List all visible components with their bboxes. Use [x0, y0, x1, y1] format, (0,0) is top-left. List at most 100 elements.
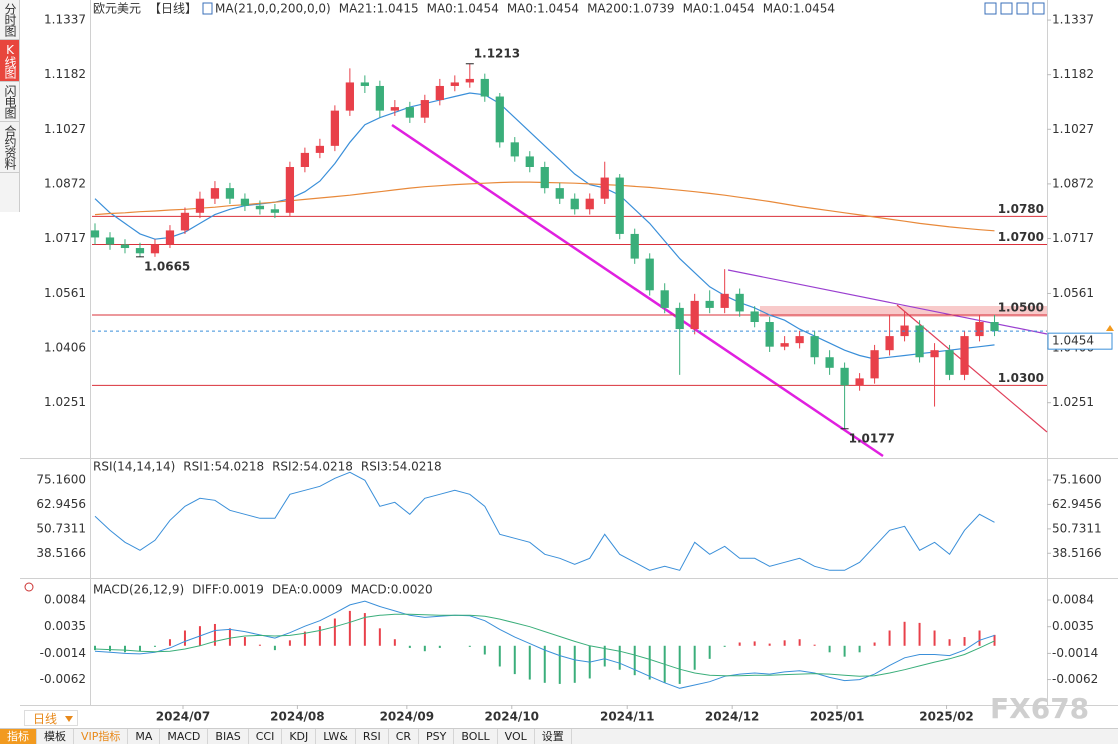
candle-body: [675, 307, 684, 330]
toolbar-item[interactable]: RSI: [356, 729, 389, 744]
toolbar-item[interactable]: VIP指标: [74, 729, 129, 744]
toolbar-item[interactable]: BIAS: [208, 729, 249, 744]
icon[interactable]: [984, 2, 997, 15]
y-tick-label: 62.9456: [36, 497, 86, 511]
toolbar-item[interactable]: KDJ: [282, 729, 317, 744]
toolbar-item[interactable]: MACD: [160, 729, 209, 744]
candle-body: [570, 198, 579, 210]
x-tick-label: 2025/02: [919, 710, 973, 724]
candle-body: [825, 357, 834, 368]
y-tick-label-right: 0.0084: [1052, 592, 1094, 606]
indicator-toolbar: 指标 模板 VIP指标 MA MACD BIAS CCI KDJ LW& RSI CR PSY BOLL…: [0, 728, 1118, 744]
legend-item: RSI(14,14,14): [93, 460, 175, 474]
candle-body: [165, 230, 175, 245]
candle-body: [945, 350, 954, 375]
toolbar-icons[interactable]: [984, 2, 1045, 15]
y-tick-label: 1.0251: [44, 395, 86, 409]
legend-item: DEA:0.0009: [272, 583, 343, 597]
candle-body: [420, 100, 429, 118]
current-price-label: 1.0454: [1052, 334, 1094, 348]
candle-body: [555, 188, 564, 199]
dropdown-arrow[interactable]: [65, 716, 73, 722]
y-tick-label-right: 1.0561: [1052, 286, 1094, 300]
x-tick-label: 2024/09: [380, 710, 434, 724]
extreme-label: 1.0665: [144, 259, 190, 273]
toolbar-item[interactable]: LW&: [316, 729, 356, 744]
candle-body: [135, 248, 145, 254]
candle-body: [225, 188, 235, 199]
toolbar-item[interactable]: 指标: [0, 729, 37, 744]
y-tick-label: 75.1600: [36, 473, 86, 487]
y-tick-label: 38.5166: [36, 546, 86, 560]
candle-body: [660, 290, 669, 308]
candle-body: [615, 177, 624, 234]
legend-item: MA0:1.0454: [683, 2, 755, 16]
legend-item: MA0:1.0454: [427, 2, 499, 16]
y-tick-label: -0.0014: [40, 646, 86, 660]
candle-body: [930, 350, 939, 358]
candle-body: [840, 367, 849, 386]
side-tab[interactable]: 合约资料: [0, 122, 19, 173]
candle-body: [585, 198, 594, 210]
y-tick-label: 1.1337: [44, 13, 86, 27]
level-label: 1.0500: [998, 300, 1044, 314]
legend-item: RSI1:54.0218: [183, 460, 264, 474]
x-tick-label: 2024/12: [705, 710, 759, 724]
toolbar-item[interactable]: MA: [128, 729, 161, 744]
settings-icon[interactable]: [24, 582, 34, 592]
price-arrow: [1106, 325, 1114, 331]
level-label: 1.0300: [998, 371, 1044, 385]
candle-body: [540, 166, 549, 189]
y-tick-label-right: 1.1027: [1052, 122, 1094, 136]
candle-body: [90, 230, 100, 238]
y-tick-label-right: -0.0014: [1052, 646, 1098, 660]
legend-item: RSI3:54.0218: [361, 460, 442, 474]
candle-body: [240, 198, 250, 206]
legend-item: MA0:1.0454: [763, 2, 835, 16]
toolbar-item[interactable]: 设置: [535, 729, 572, 744]
toolbar-item[interactable]: 模板: [37, 729, 74, 744]
icon[interactable]: [1032, 2, 1045, 15]
y-tick-label-right: 50.7311: [1052, 521, 1102, 535]
candle-body: [690, 300, 699, 330]
toolbar-item[interactable]: BOLL: [454, 729, 498, 744]
toolbar-item[interactable]: CR: [389, 729, 420, 744]
icon[interactable]: [1016, 2, 1029, 15]
candle-body: [810, 336, 819, 358]
candle-body: [750, 311, 759, 323]
side-tab[interactable]: K线图: [0, 40, 19, 82]
y-tick-label-right: -0.0062: [1052, 672, 1098, 686]
side-tab[interactable]: 分时图: [0, 0, 19, 40]
candle-body: [120, 244, 130, 249]
candle-body: [480, 78, 489, 97]
candle-body: [960, 336, 969, 375]
extreme-label: 1.1213: [474, 46, 520, 60]
y-tick-label-right: 75.1600: [1052, 473, 1102, 487]
legend-item: MA(21,0,0,200,0,0): [215, 2, 331, 16]
y-tick-label-right: 1.1337: [1052, 13, 1094, 27]
period-selector[interactable]: 日线: [24, 710, 78, 726]
candle-body: [795, 336, 804, 344]
icon[interactable]: [1000, 2, 1013, 15]
toolbar-item[interactable]: VOL: [498, 729, 535, 744]
period-label[interactable]: 日线: [33, 712, 58, 726]
candle-body: [885, 336, 894, 351]
side-tab[interactable]: 闪电图: [0, 82, 19, 122]
toolbar-item[interactable]: PSY: [419, 729, 455, 744]
y-tick-label-right: 62.9456: [1052, 497, 1102, 511]
candle-body: [465, 78, 474, 83]
candle-body: [525, 156, 534, 167]
resistance-zone: [760, 306, 1047, 317]
level-label: 1.0780: [998, 202, 1044, 216]
candle-body: [435, 85, 444, 101]
toolbar-item[interactable]: CCI: [249, 729, 283, 744]
y-tick-label: 0.0084: [44, 592, 86, 606]
candle-body: [870, 350, 879, 379]
indicator-icon: [202, 2, 213, 15]
candle-body: [765, 322, 774, 347]
y-tick-label: 1.1027: [44, 122, 86, 136]
level-label: 1.0700: [998, 230, 1044, 244]
candle-body: [345, 82, 354, 111]
candle-body: [855, 378, 864, 386]
